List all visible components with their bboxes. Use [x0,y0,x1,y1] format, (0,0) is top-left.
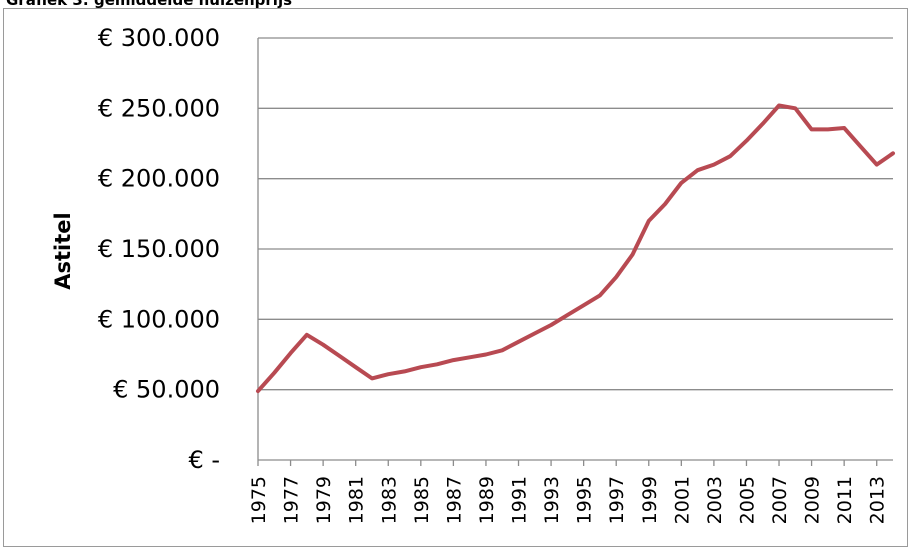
chart-frame [3,8,908,547]
chart-title: Grafiek 3: gemiddelde huizenprijs [6,0,293,9]
x-tick-label: 1991 [509,476,531,524]
y-tick-label: € - [188,446,220,474]
y-tick-labels: € - € 50.000 € 100.000 € 150.000 € 200.000 € … [98,24,220,474]
y-tick-label: € 150.000 [98,235,220,263]
x-tick-label: 1983 [378,476,400,524]
y-axis-label: Astitel [51,212,75,289]
x-tick-label: 2007 [769,476,791,524]
x-tick-label: 1977 [281,476,303,524]
axes [257,38,893,466]
x-tick-label: 2009 [802,476,824,524]
x-tick-label: 2001 [671,476,693,524]
x-tick-labels: 1975 1977 1979 1981 1983 1985 1987 1989 1991 1993… [248,476,889,524]
series-line [256,103,895,394]
x-tick-label: 1987 [443,476,465,524]
x-tick-label: 1993 [541,476,563,524]
x-tick-label: 1999 [639,476,661,524]
x-tick-label: 1979 [313,476,335,524]
x-tick-label: 1981 [346,476,368,524]
x-tick-label: 1995 [574,476,596,524]
data-series [256,103,895,394]
y-tick-label: € 250.000 [98,94,220,122]
x-tick-label: 2005 [736,476,758,524]
x-tick-label: 2003 [704,476,726,524]
gridlines [258,37,893,391]
x-tick-label: 2011 [834,476,856,524]
x-tick-label: 1985 [411,476,433,524]
y-tick-label: € 50.000 [113,376,220,404]
x-tick-label: 1975 [248,476,270,524]
x-tick-label: 1989 [476,476,498,524]
y-tick-label: € 100.000 [98,305,220,333]
x-tick-label: 1997 [606,476,628,524]
y-tick-label: € 300.000 [98,24,220,52]
x-tick-label: 2013 [867,476,889,524]
y-tick-label: € 200.000 [98,165,220,193]
